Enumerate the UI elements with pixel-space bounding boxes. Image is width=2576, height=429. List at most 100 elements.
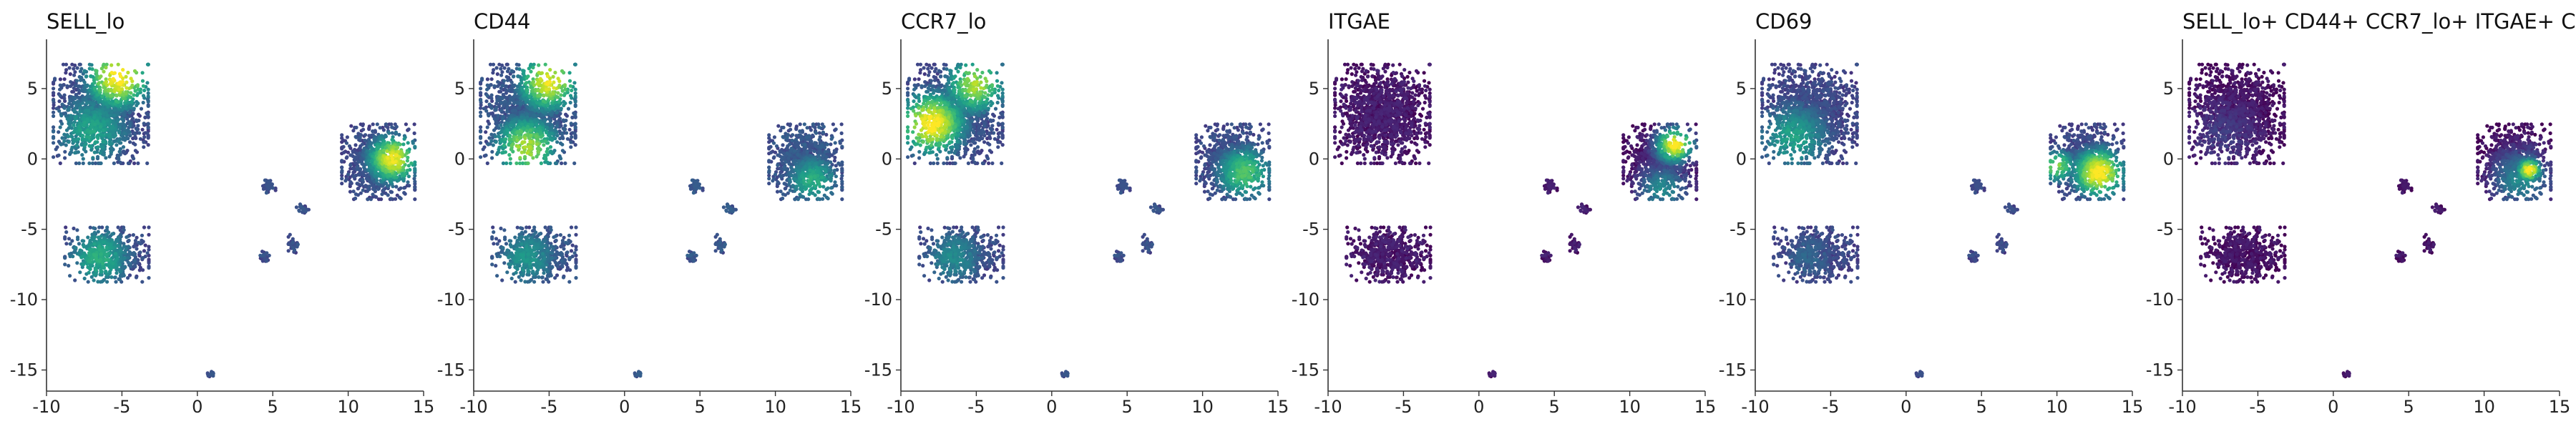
scatter-point	[118, 125, 122, 129]
scatter-point	[386, 193, 390, 197]
scatter-point	[487, 122, 492, 126]
scatter-point	[371, 183, 375, 187]
scatter-point	[82, 124, 87, 128]
scatter-point	[376, 182, 381, 186]
scatter-point	[728, 207, 733, 211]
scatter-point	[147, 232, 151, 237]
scatter-point	[391, 159, 395, 164]
scatter-point	[142, 122, 146, 126]
scatter-point	[565, 250, 570, 255]
scatter-point	[140, 71, 145, 75]
scatter-point	[76, 99, 80, 104]
scatter-point	[767, 159, 771, 163]
scatter-point	[553, 276, 557, 280]
scatter-point	[142, 145, 146, 149]
scatter-point	[832, 151, 836, 155]
scatter-point	[788, 177, 792, 182]
scatter-point	[81, 161, 85, 165]
scatter-point	[503, 99, 507, 104]
scatter-point	[479, 155, 483, 159]
scatter-point	[721, 205, 726, 209]
scatter-point	[540, 275, 545, 280]
scatter-point	[545, 249, 550, 253]
scatter-point	[496, 84, 500, 89]
scatter-point	[107, 101, 112, 105]
scatter-point	[86, 280, 90, 284]
scatter-point	[718, 237, 722, 241]
scatter-point	[356, 165, 360, 169]
scatter-point	[87, 270, 91, 275]
scatter-point	[549, 228, 553, 232]
scatter-point	[574, 247, 578, 252]
scatter-point	[146, 104, 150, 108]
scatter-point	[573, 112, 577, 117]
scatter-point	[286, 249, 291, 253]
scatter-point	[389, 190, 394, 194]
scatter-point	[570, 243, 575, 247]
scatter-point	[79, 66, 84, 71]
scatter-point	[140, 127, 145, 132]
scatter-point	[77, 121, 82, 125]
scatter-point	[773, 172, 778, 177]
scatter-point	[64, 128, 69, 132]
scatter-point	[401, 165, 406, 169]
scatter-point	[93, 140, 97, 144]
scatter-point	[96, 145, 100, 149]
scatter-point	[367, 127, 371, 132]
scatter-point	[114, 271, 119, 275]
scatter-point	[394, 130, 399, 134]
scatter-point	[52, 91, 56, 95]
scatter-point	[53, 77, 57, 81]
scatter-point	[724, 209, 728, 213]
scatter-point	[785, 151, 789, 155]
scatter-point	[574, 257, 578, 262]
scatter-point	[122, 273, 126, 277]
scatter-point	[502, 66, 507, 70]
scatter-point	[147, 276, 151, 280]
scatter-point	[101, 279, 105, 283]
scatter-point	[100, 145, 104, 149]
scatter-point	[499, 95, 503, 100]
scatter-point	[791, 133, 795, 137]
scatter-point	[494, 66, 499, 70]
scatter-point	[73, 97, 77, 101]
scatter-point	[814, 131, 819, 135]
scatter-point	[791, 184, 795, 188]
scatter-point	[381, 148, 386, 153]
scatter-point	[288, 232, 292, 237]
scatter-point	[97, 245, 102, 249]
scatter-point	[492, 242, 496, 246]
scatter-point	[492, 117, 497, 121]
scatter-point	[126, 70, 130, 75]
scatter-point	[567, 256, 572, 260]
scatter-point	[565, 114, 570, 118]
scatter-point	[407, 184, 411, 188]
scatter-point	[67, 264, 71, 268]
scatter-point	[348, 167, 353, 171]
scatter-points	[479, 62, 844, 379]
scatter-point	[52, 141, 56, 145]
scatter-point	[80, 101, 84, 105]
scatter-point	[92, 226, 96, 230]
scatter-point	[145, 131, 150, 135]
scatter-point	[813, 141, 817, 145]
scatter-point	[776, 153, 781, 157]
scatter-point	[723, 242, 727, 247]
scatter-point	[537, 232, 542, 236]
scatter-point	[77, 161, 82, 165]
scatter-point	[485, 83, 489, 87]
scatter-point	[73, 117, 77, 121]
scatter-point	[832, 159, 836, 163]
scatter-point	[121, 145, 126, 149]
scatter-point	[90, 161, 95, 165]
scatter-point	[89, 243, 93, 247]
scatter-point	[71, 255, 75, 259]
scatter-point	[560, 142, 565, 147]
scatter-point	[129, 91, 133, 95]
scatter-point	[691, 191, 696, 195]
scatter-point	[796, 197, 800, 202]
scatter-point	[560, 239, 565, 243]
scatter-point	[496, 80, 500, 84]
scatter-point	[87, 161, 92, 165]
scatter-point	[371, 122, 375, 127]
